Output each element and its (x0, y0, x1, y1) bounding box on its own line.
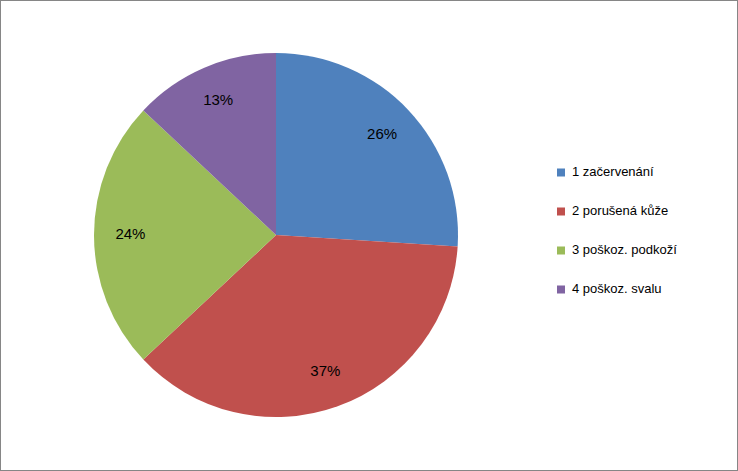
pie-group (94, 53, 458, 417)
legend: 1 začervenání 2 porušená kůže 3 poškoz. po… (557, 164, 677, 296)
data-label: 13% (203, 91, 233, 108)
legend-label: 3 poškoz. podkoží (572, 242, 677, 257)
legend-swatch (557, 169, 565, 177)
legend-label: 1 začervenání (572, 164, 654, 179)
data-label: 26% (367, 125, 397, 142)
legend-label: 4 poškoz. svalu (572, 281, 662, 296)
data-labels: 26% 37% 24% 13% (115, 91, 397, 379)
legend-swatch (557, 247, 565, 255)
legend-label: 2 porušená kůže (572, 203, 668, 218)
data-label: 24% (115, 225, 145, 242)
chart-frame (1, 1, 738, 471)
data-label: 37% (310, 362, 340, 379)
pie-slice (143, 53, 276, 235)
legend-swatch (557, 286, 565, 294)
chart-root: 26% 37% 24% 13% 1 začervenání 2 porušená kůže… (0, 0, 738, 471)
pie-slice (276, 53, 458, 246)
legend-swatch (557, 208, 565, 216)
